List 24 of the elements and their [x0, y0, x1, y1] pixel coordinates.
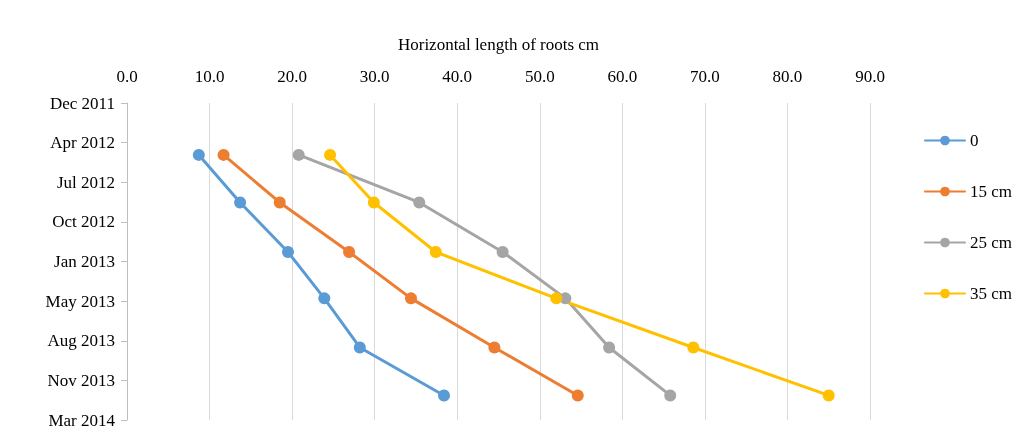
legend-label: 0 — [969, 131, 979, 150]
legend-label: 35 cm — [969, 284, 1013, 303]
x-tick-label: 40.0 — [442, 67, 473, 86]
x-tick-label: 30.0 — [359, 67, 390, 86]
x-tick-label: 70.0 — [690, 67, 720, 86]
x-tick-label: 90.0 — [855, 67, 885, 86]
x-tick-label: 60.0 — [607, 67, 638, 86]
y-tick-label: Aug 2013 — [47, 331, 115, 351]
y-tick-label: Dec 2011 — [50, 93, 115, 113]
y-tick-label: May 2013 — [45, 291, 115, 311]
x-tick-label: 50.0 — [524, 67, 555, 86]
y-tick-label: Jan 2013 — [54, 252, 115, 271]
x-tick-label: 10.0 — [194, 67, 225, 86]
legend-label: 25 cm — [969, 233, 1013, 252]
y-tick-label: Oct 2012 — [52, 212, 115, 232]
y-tick-label: Jul 2012 — [56, 172, 115, 192]
legend-label: 15 cm — [969, 182, 1013, 201]
y-tick-label: Nov 2013 — [47, 370, 115, 390]
x-tick-label: 0.0 — [116, 67, 138, 86]
x-tick-label: 20.0 — [277, 67, 307, 86]
x-tick-label: 80.0 — [772, 67, 803, 86]
x-axis-title: Horizontal length of roots cm — [397, 35, 600, 54]
y-tick-label: Apr 2012 — [50, 133, 115, 153]
y-tick-label: Mar 2014 — [48, 410, 116, 430]
